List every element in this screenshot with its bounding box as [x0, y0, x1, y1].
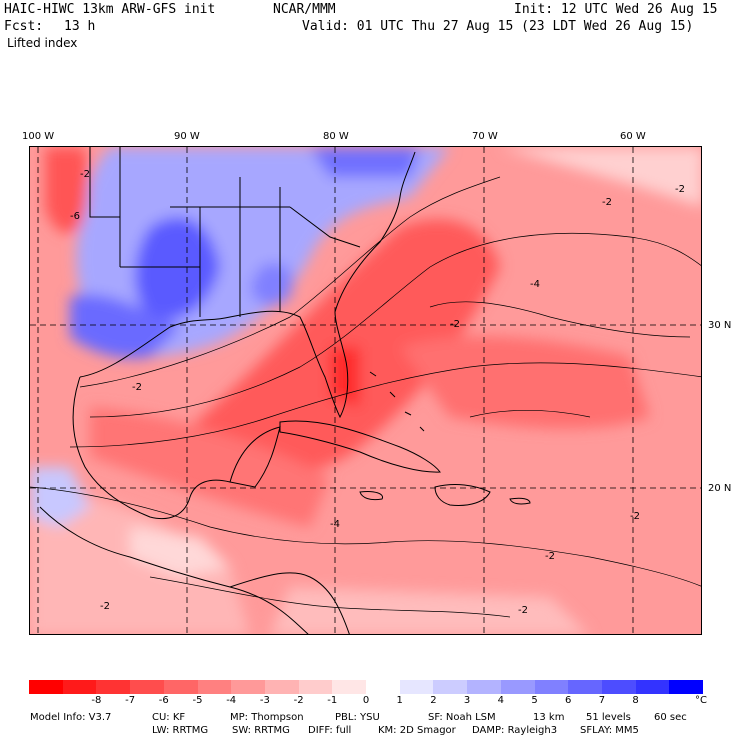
colorbar-tick-label: -5	[192, 695, 203, 706]
sw-info: SW: RRTMG	[232, 725, 290, 736]
colorbar-cell	[399, 680, 434, 694]
km-info: KM: 2D Smagor	[378, 725, 456, 736]
lat-label-20n: 20 N	[708, 483, 732, 494]
lw-info: LW: RRTMG	[152, 725, 209, 736]
model-title: HAIC-HIWC 13km ARW-GFS init	[4, 2, 216, 17]
forecast-hour: 13 h	[64, 19, 96, 34]
org-label: NCAR/MMM	[273, 2, 336, 17]
colorbar-cell	[433, 680, 468, 694]
colorbar-cell	[96, 680, 131, 694]
contour-label: -2	[100, 601, 110, 612]
lon-label-100w: 100 W	[22, 131, 55, 142]
contour-label: -2	[518, 605, 528, 616]
colorbar-tick-label: -6	[158, 695, 169, 706]
colorbar-tick-label: 4	[497, 695, 504, 706]
contour-label: -4	[530, 279, 540, 290]
field-shading	[30, 147, 701, 634]
colorbar-tick-label: 8	[632, 695, 639, 706]
forecast-label: Fcst:	[4, 19, 44, 34]
colorbar-tick-label: -4	[226, 695, 237, 706]
colorbar-cell	[264, 680, 300, 694]
contour-label: -4	[330, 519, 340, 530]
colorbar-cell	[534, 680, 569, 694]
colorbar-cell	[366, 680, 401, 694]
colorbar-tick-label: -2	[293, 695, 304, 706]
colorbar	[29, 680, 704, 694]
colorbar-tick-label: 3	[463, 695, 471, 706]
field-name: Lifted index	[7, 36, 78, 50]
sf-info: SF: Noah LSM	[428, 712, 496, 723]
diff-info: DIFF: full	[308, 725, 352, 736]
contour-label: -2	[132, 382, 142, 393]
damp-info: DAMP: Rayleigh3	[472, 725, 558, 736]
timestep-info: 60 sec	[654, 712, 687, 723]
colorbar-cell	[332, 680, 367, 694]
levels-info: 51 levels	[586, 712, 631, 723]
lon-label-70w: 70 W	[472, 131, 498, 142]
contour-label: -2	[630, 511, 640, 522]
colorbar-tick-label: -8	[91, 695, 102, 706]
colorbar-unit: °C	[695, 695, 707, 706]
contour-lines	[30, 176, 701, 618]
contour-label: -2	[602, 197, 612, 208]
colorbar-cell	[500, 680, 535, 694]
sflay-info: SFLAY: MM5	[580, 725, 639, 736]
lon-label-90w: 90 W	[174, 131, 200, 142]
colorbar-cell	[669, 680, 704, 694]
colorbar-tick-label: 6	[565, 695, 572, 706]
colorbar-cell	[298, 680, 333, 694]
colorbar-cell	[29, 680, 64, 694]
colorbar-tick-label: -7	[125, 695, 136, 706]
colorbar-cell	[568, 680, 603, 694]
map-graphic: -2 -4 -6 -2 -2 -2 -2 -2 -2 -4 -2 -2	[30, 147, 701, 634]
coastlines	[39, 147, 531, 634]
colorbar-tick-label: 0	[362, 695, 370, 706]
colorbar-tick-label: 7	[598, 695, 606, 706]
colorbar-tick-label: 5	[531, 695, 538, 706]
contour-label: -2	[80, 169, 90, 180]
contour-label: -2	[450, 319, 460, 330]
colorbar-tick-label: 2	[430, 695, 437, 706]
colorbar-cell	[197, 680, 232, 694]
contour-label: -6	[70, 211, 80, 222]
contour-label: -2	[675, 184, 685, 195]
colorbar-cell	[231, 680, 266, 694]
colorbar-cell	[601, 680, 637, 694]
init-time: Init: 12 UTC Wed 26 Aug 15	[514, 2, 718, 17]
lifted-index-map: -2 -4 -6 -2 -2 -2 -2 -2 -2 -4 -2 -2	[29, 146, 702, 635]
lat-lon-grid	[30, 147, 701, 634]
colorbar-cell	[62, 680, 97, 694]
colorbar-cell	[130, 680, 165, 694]
lon-label-60w: 60 W	[620, 131, 646, 142]
colorbar-cell	[163, 680, 198, 694]
cu-info: CU: KF	[152, 712, 186, 723]
valid-time: Valid: 01 UTC Thu 27 Aug 15 (23 LDT Wed …	[302, 19, 694, 34]
colorbar-cell	[635, 680, 670, 694]
contour-label: -2	[545, 551, 555, 562]
colorbar-tick-label: 1	[396, 695, 403, 706]
pbl-info: PBL: YSU	[335, 712, 380, 723]
resolution-info: 13 km	[533, 712, 565, 723]
colorbar-cell	[467, 680, 502, 694]
colorbar-tick-label: -1	[327, 695, 338, 706]
contour-label-group: -2 -4 -6 -2 -2 -2 -2 -2 -2 -4 -2 -2	[70, 169, 685, 616]
model-info: Model Info: V3.7	[30, 712, 112, 723]
colorbar-tick-label: -3	[259, 695, 270, 706]
mp-info: MP: Thompson	[230, 712, 304, 723]
lon-label-80w: 80 W	[323, 131, 349, 142]
lat-label-30n: 30 N	[708, 320, 732, 331]
